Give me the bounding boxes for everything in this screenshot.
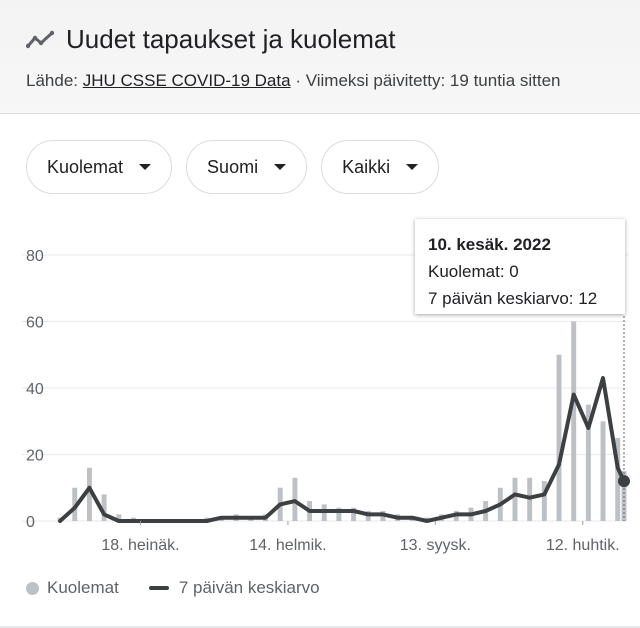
tooltip-average: 7 päivän keskiarvo: 12 — [428, 289, 598, 308]
chart-legend: Kuolemat 7 päivän keskiarvo — [26, 578, 320, 598]
deaths-bar — [351, 507, 357, 521]
deaths-bar — [116, 514, 122, 521]
deaths-bar — [512, 477, 518, 521]
legend-line-swatch — [148, 586, 169, 590]
chart-tooltip: 10. kesäk. 2022 Kuolemat: 0 7 päivän kes… — [415, 219, 625, 314]
deaths-bar — [336, 507, 342, 521]
dropdown-caret-icon — [139, 164, 152, 170]
page-title: Uudet tapaukset ja kuolemat — [66, 24, 396, 54]
deaths-bar — [585, 404, 591, 521]
source-prefix: Lähde: — [26, 71, 78, 90]
deaths-chart[interactable]: 0 20 40 60 80 18. heinäk. 14. helmik. 13. syysk… — [0, 200, 640, 570]
source-line: Lähde: JHU CSSE COVID-19 Data · Viimeksi… — [26, 71, 561, 91]
metric-dropdown[interactable]: Kuolemat — [26, 140, 173, 194]
y-tick-label: 0 — [26, 514, 35, 531]
deaths-bar — [615, 437, 621, 521]
deaths-bar — [101, 494, 107, 521]
y-tick-label: 40 — [26, 381, 44, 398]
tooltip-deaths: Kuolemat: 0 — [428, 262, 519, 281]
source-link[interactable]: JHU CSSE COVID-19 Data — [82, 71, 291, 90]
location-dropdown-label: Suomi — [207, 156, 259, 177]
average-line — [58, 376, 626, 523]
deaths-bar — [571, 321, 577, 521]
x-tick-label: 13. syysk. — [400, 537, 471, 554]
hover-point — [618, 475, 630, 488]
metric-dropdown-label: Kuolemat — [47, 156, 124, 177]
dropdown-caret-icon — [406, 164, 419, 170]
legend-bars-swatch — [26, 581, 39, 595]
dropdown-caret-icon — [274, 164, 287, 170]
trending-line-icon — [26, 30, 54, 48]
deaths-bar — [556, 354, 562, 521]
bottom-divider — [0, 626, 640, 628]
deaths-bar — [541, 481, 547, 521]
y-tick-label: 20 — [26, 448, 44, 465]
header-divider — [0, 113, 640, 114]
deaths-bar — [600, 421, 606, 521]
x-tick-label: 18. heinäk. — [101, 537, 179, 554]
period-dropdown[interactable]: Kaikki — [321, 140, 440, 194]
legend-line-label: 7 päivän keskiarvo — [178, 578, 320, 597]
source-updated: · Viimeksi päivitetty: 19 tuntia sitten — [295, 71, 561, 90]
y-tick-label: 80 — [26, 248, 44, 265]
tooltip-date: 10. kesäk. 2022 — [428, 235, 551, 254]
filter-bar: Kuolemat Suomi Kaikki — [26, 140, 440, 194]
location-dropdown[interactable]: Suomi — [186, 140, 308, 194]
y-tick-label: 60 — [26, 315, 44, 332]
x-tick-label: 12. huhtik. — [546, 537, 620, 554]
card-header: Uudet tapaukset ja kuolemat Lähde: JHU C… — [0, 0, 640, 113]
period-dropdown-label: Kaikki — [342, 156, 391, 177]
x-tick-label: 14. helmik. — [249, 537, 326, 554]
deaths-bar — [86, 467, 92, 521]
legend-bars-label: Kuolemat — [47, 578, 119, 597]
title-row: Uudet tapaukset ja kuolemat — [26, 24, 396, 55]
